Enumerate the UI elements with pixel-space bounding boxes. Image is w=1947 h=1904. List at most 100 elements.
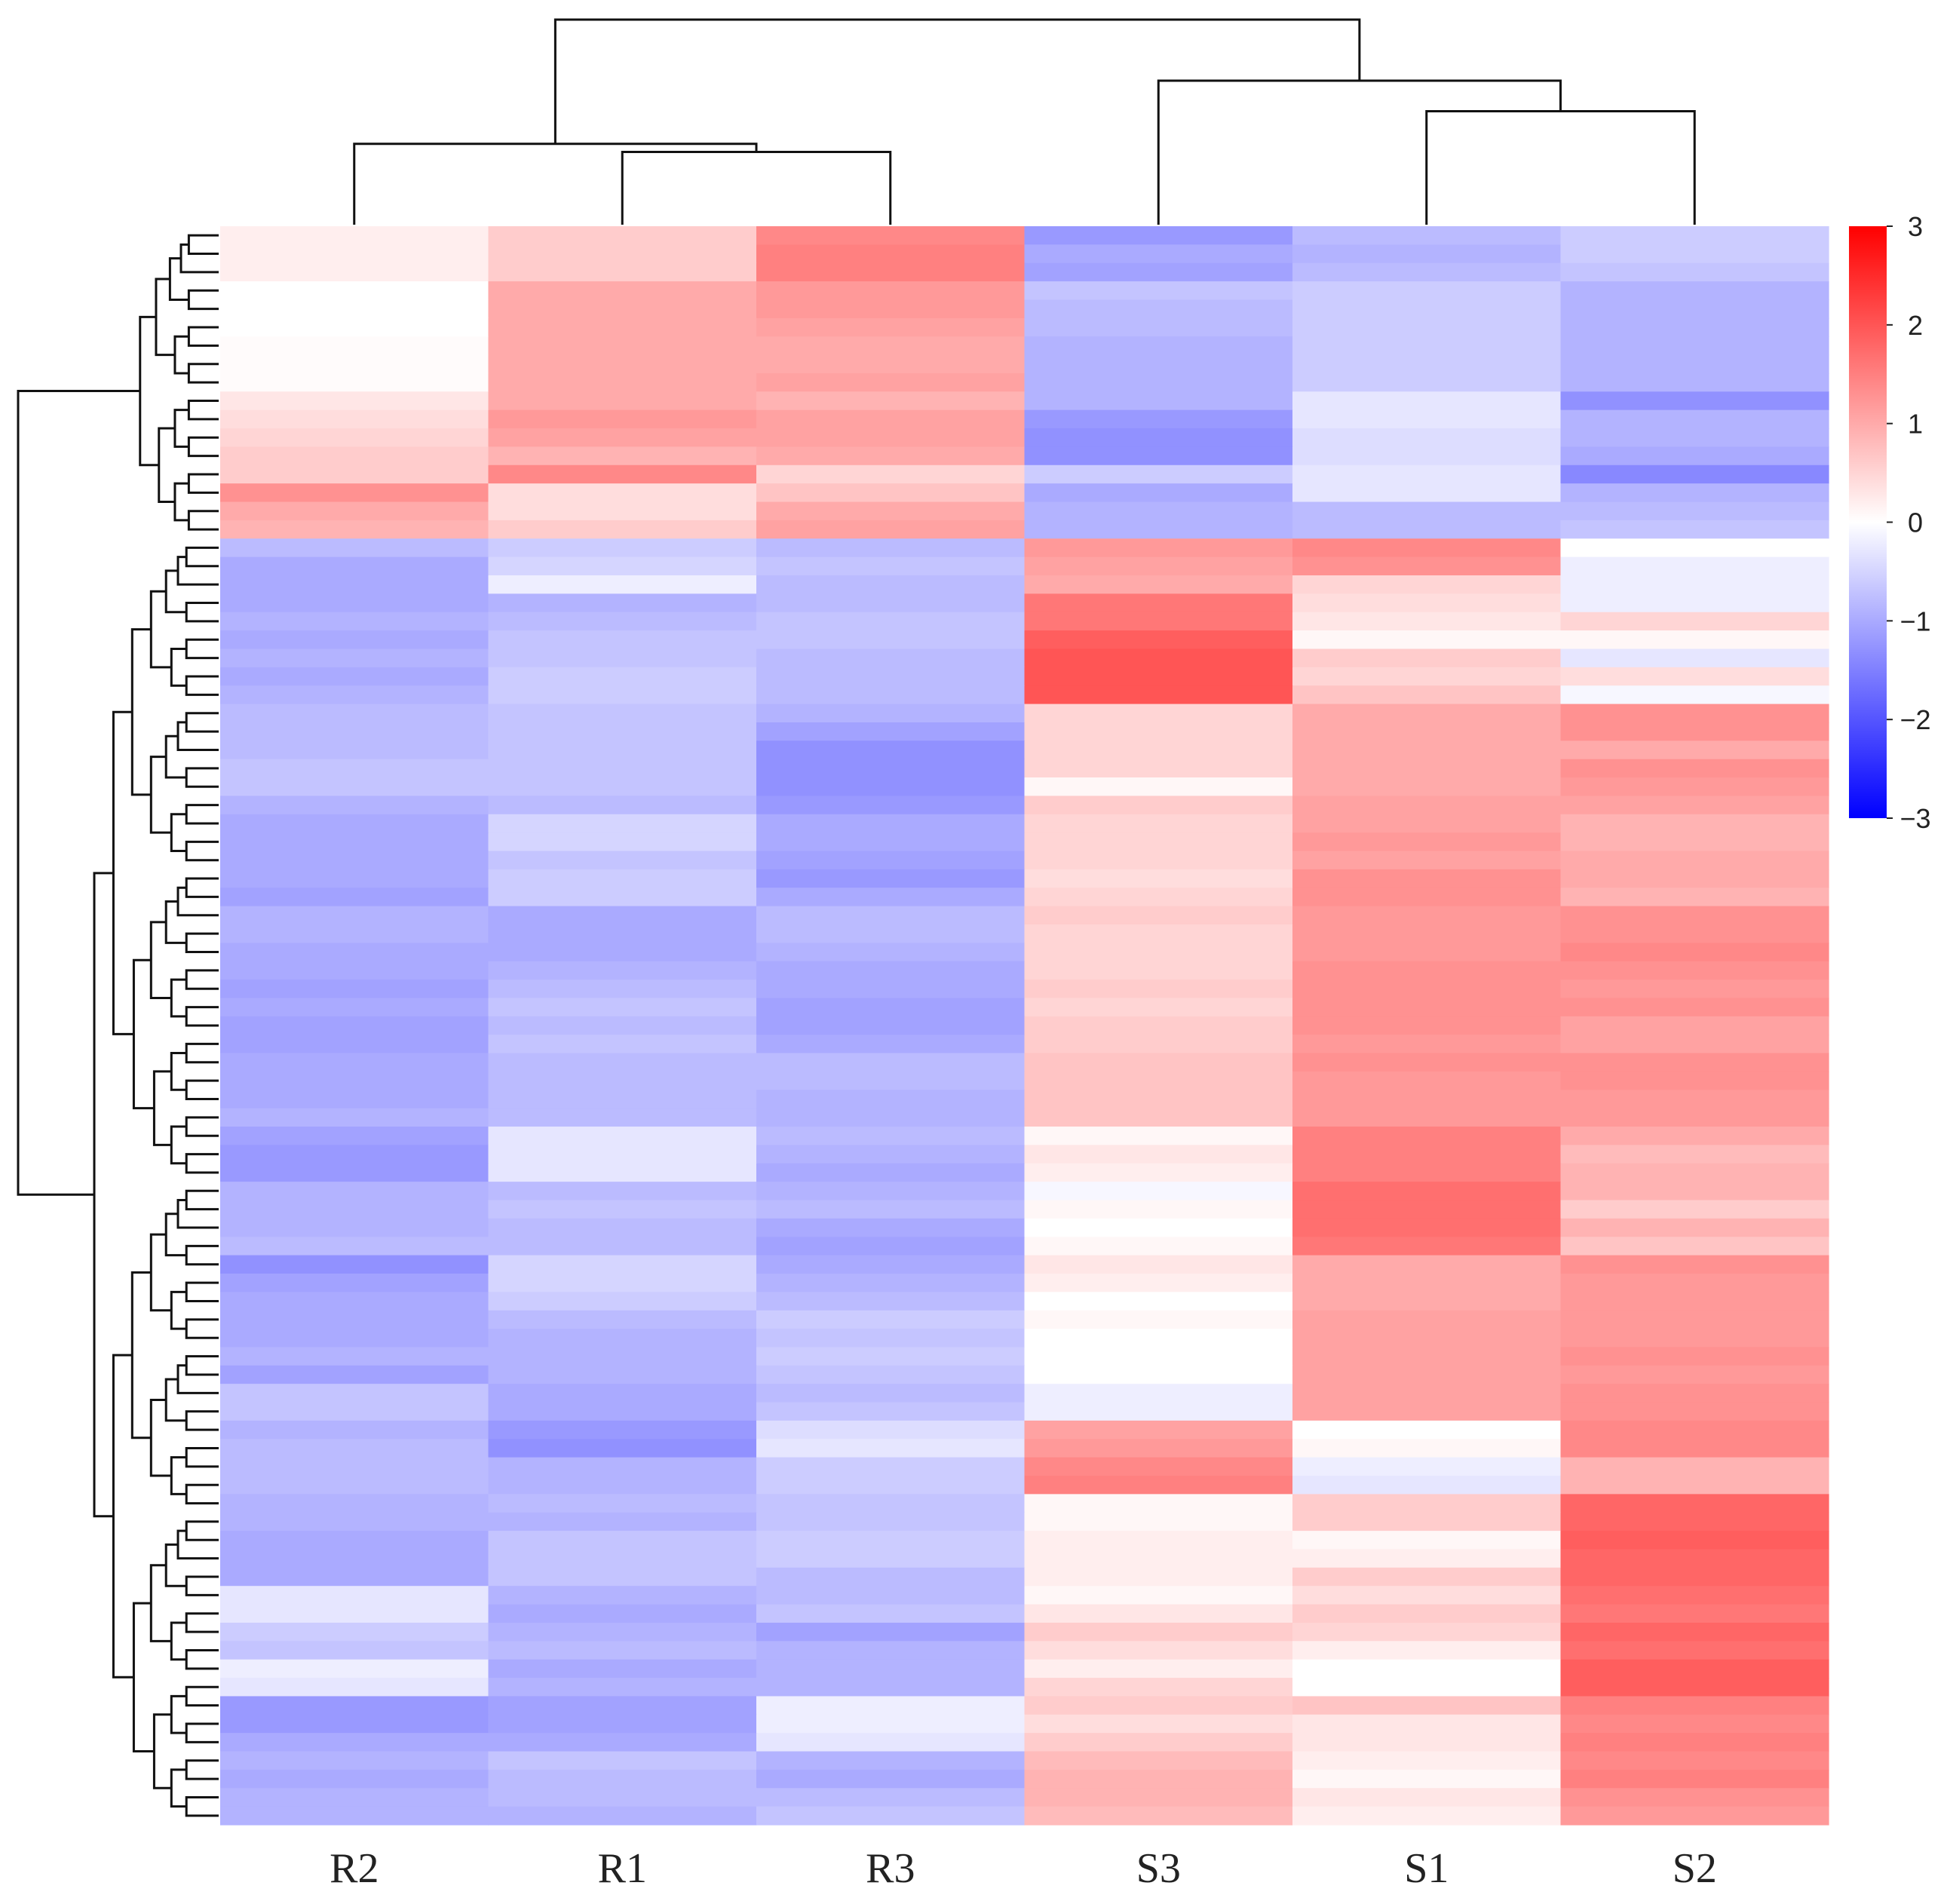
heatmap-cell-S1-row-13 (1292, 446, 1562, 466)
heatmap-cell-R3-row-59 (756, 1292, 1026, 1311)
heatmap-cell-S2-row-80 (1560, 1678, 1829, 1697)
heatmap-cell-S2-row-29 (1560, 740, 1829, 760)
heatmap-cell-S3-row-84 (1024, 1751, 1293, 1771)
heatmap-cell-R1-row-79 (488, 1659, 757, 1679)
heatmap-cell-S3-row-8 (1024, 354, 1293, 374)
heatmap-cell-R3-row-40 (756, 943, 1026, 962)
heatmap-cell-R1-row-13 (488, 446, 757, 466)
row-dendrogram-link (179, 243, 219, 274)
heatmap-cell-S2-row-53 (1560, 1182, 1829, 1201)
heatmap-cell-R1-row-12 (488, 428, 757, 448)
heatmap-cell-R3-row-63 (756, 1365, 1026, 1384)
row-dendrogram-link (170, 1456, 187, 1495)
heatmap-cell-S2-row-14 (1560, 465, 1829, 484)
heatmap-cell-S1-row-40 (1292, 943, 1562, 962)
heatmap-cell-R2-row-43 (220, 998, 489, 1017)
heatmap-cell-S2-row-15 (1560, 483, 1829, 503)
row-dendrogram-link (185, 877, 219, 898)
heatmap-cell-S2-row-3 (1560, 262, 1829, 282)
heatmap-cell-S3-row-10 (1024, 391, 1293, 411)
heatmap-cell-R1-row-41 (488, 961, 757, 980)
heatmap-cell-R3-row-54 (756, 1200, 1026, 1219)
heatmap-cell-S1-row-6 (1292, 317, 1562, 337)
heatmap-cell-S3-row-15 (1024, 483, 1293, 503)
heatmap-cell-S2-row-52 (1560, 1163, 1829, 1182)
heatmap-cell-S2-row-50 (1560, 1127, 1829, 1145)
heatmap-cell-S1-row-51 (1292, 1145, 1562, 1164)
row-dendrogram-link (164, 569, 187, 614)
heatmap-cell-S3-row-2 (1024, 244, 1293, 264)
row-dendrogram-link (185, 675, 219, 696)
row-dendrogram-link (149, 921, 172, 999)
heatmap-cell-S3-row-58 (1024, 1273, 1293, 1292)
heatmap-cell-S2-row-54 (1560, 1200, 1829, 1219)
heatmap-cell-S1-row-14 (1292, 465, 1562, 484)
heatmap-cell-S3-row-46 (1024, 1053, 1293, 1072)
heatmap-cell-S1-row-66 (1292, 1420, 1562, 1439)
heatmap-cell-R3-row-25 (756, 667, 1026, 686)
heatmap-cell-S3-row-32 (1024, 796, 1293, 815)
heatmap-cell-R3-row-44 (756, 1016, 1026, 1035)
row-dendrogram-link (170, 1125, 187, 1165)
heatmap-cell-R2-row-66 (220, 1420, 489, 1439)
heatmap-cell-R3-row-30 (756, 759, 1026, 778)
heatmap-cell-R3-row-1 (756, 226, 1026, 245)
heatmap-cell-R1-row-10 (488, 391, 757, 411)
heatmap-cell-R3-row-50 (756, 1127, 1026, 1145)
heatmap-cell-R3-row-3 (756, 262, 1026, 282)
heatmap-cell-R2-row-86 (220, 1788, 489, 1807)
row-dendrogram-link (185, 1355, 219, 1376)
heatmap-cell-S3-row-76 (1024, 1604, 1293, 1623)
heatmap-cell-R2-row-74 (220, 1567, 489, 1587)
row-dendrogram-link (149, 590, 172, 669)
heatmap-cell-R2-row-25 (220, 667, 489, 686)
heatmap-cell-S2-row-22 (1560, 612, 1829, 631)
heatmap-cell-R3-row-28 (756, 722, 1026, 741)
heatmap-cell-R2-row-22 (220, 612, 489, 631)
heatmap-cell-S1-row-54 (1292, 1200, 1562, 1219)
heatmap-cell-S1-row-2 (1292, 244, 1562, 264)
heatmap-cell-R3-row-8 (756, 354, 1026, 374)
heatmap-cell-S3-row-87 (1024, 1806, 1293, 1826)
heatmap-cell-S1-row-23 (1292, 630, 1562, 650)
heatmap-cell-R2-row-42 (220, 980, 489, 999)
heatmap-cell-R1-row-64 (488, 1384, 757, 1403)
heatmap-cell-R3-row-79 (756, 1659, 1026, 1679)
heatmap-cell-S2-row-65 (1560, 1402, 1829, 1421)
heatmap-cell-R2-row-9 (220, 373, 489, 392)
heatmap-cell-S1-row-61 (1292, 1329, 1562, 1348)
heatmap-cell-R1-row-37 (488, 888, 757, 907)
row-dendrogram (17, 234, 219, 1817)
row-dendrogram-link (187, 436, 219, 458)
heatmap-cell-S1-row-38 (1292, 906, 1562, 925)
heatmap-cell-S3-row-3 (1024, 262, 1293, 282)
row-dendrogram-link (185, 1649, 219, 1670)
heatmap-cell-R3-row-43 (756, 998, 1026, 1017)
row-dendrogram-link (112, 1354, 134, 1679)
heatmap-cell-R1-row-83 (488, 1733, 757, 1752)
row-dendrogram-link (185, 638, 219, 660)
column-label-S2: S2 (1673, 1845, 1717, 1892)
heatmap-cell-S1-row-65 (1292, 1402, 1562, 1421)
heatmap-cell-R1-row-77 (488, 1622, 757, 1642)
heatmap-cell-R3-row-60 (756, 1310, 1026, 1329)
heatmap-cell-R2-row-81 (220, 1696, 489, 1715)
heatmap-cell-R2-row-54 (220, 1200, 489, 1219)
heatmap-cell-R3-row-38 (756, 906, 1026, 925)
heatmap-cell-R1-row-22 (488, 612, 757, 631)
heatmap-cell-R2-row-26 (220, 685, 489, 705)
heatmap-cell-R3-row-5 (756, 299, 1026, 319)
heatmap-cell-S3-row-67 (1024, 1439, 1293, 1458)
heatmap-cell-S3-row-62 (1024, 1347, 1293, 1366)
heatmap-cell-R2-row-27 (220, 704, 489, 723)
heatmap-cell-S3-row-12 (1024, 428, 1293, 448)
heatmap-cell-R2-row-55 (220, 1218, 489, 1237)
heatmap-cell-S1-row-69 (1292, 1476, 1562, 1495)
heatmap-cell-S1-row-26 (1292, 685, 1562, 705)
heatmap-cell-S1-row-60 (1292, 1310, 1562, 1329)
heatmap-cell-S1-row-29 (1292, 740, 1562, 760)
heatmap-cell-R3-row-34 (756, 832, 1026, 852)
heatmap-cell-S3-row-72 (1024, 1531, 1293, 1550)
heatmap-cell-R1-row-75 (488, 1586, 757, 1605)
heatmap-cell-R2-row-71 (220, 1512, 489, 1531)
